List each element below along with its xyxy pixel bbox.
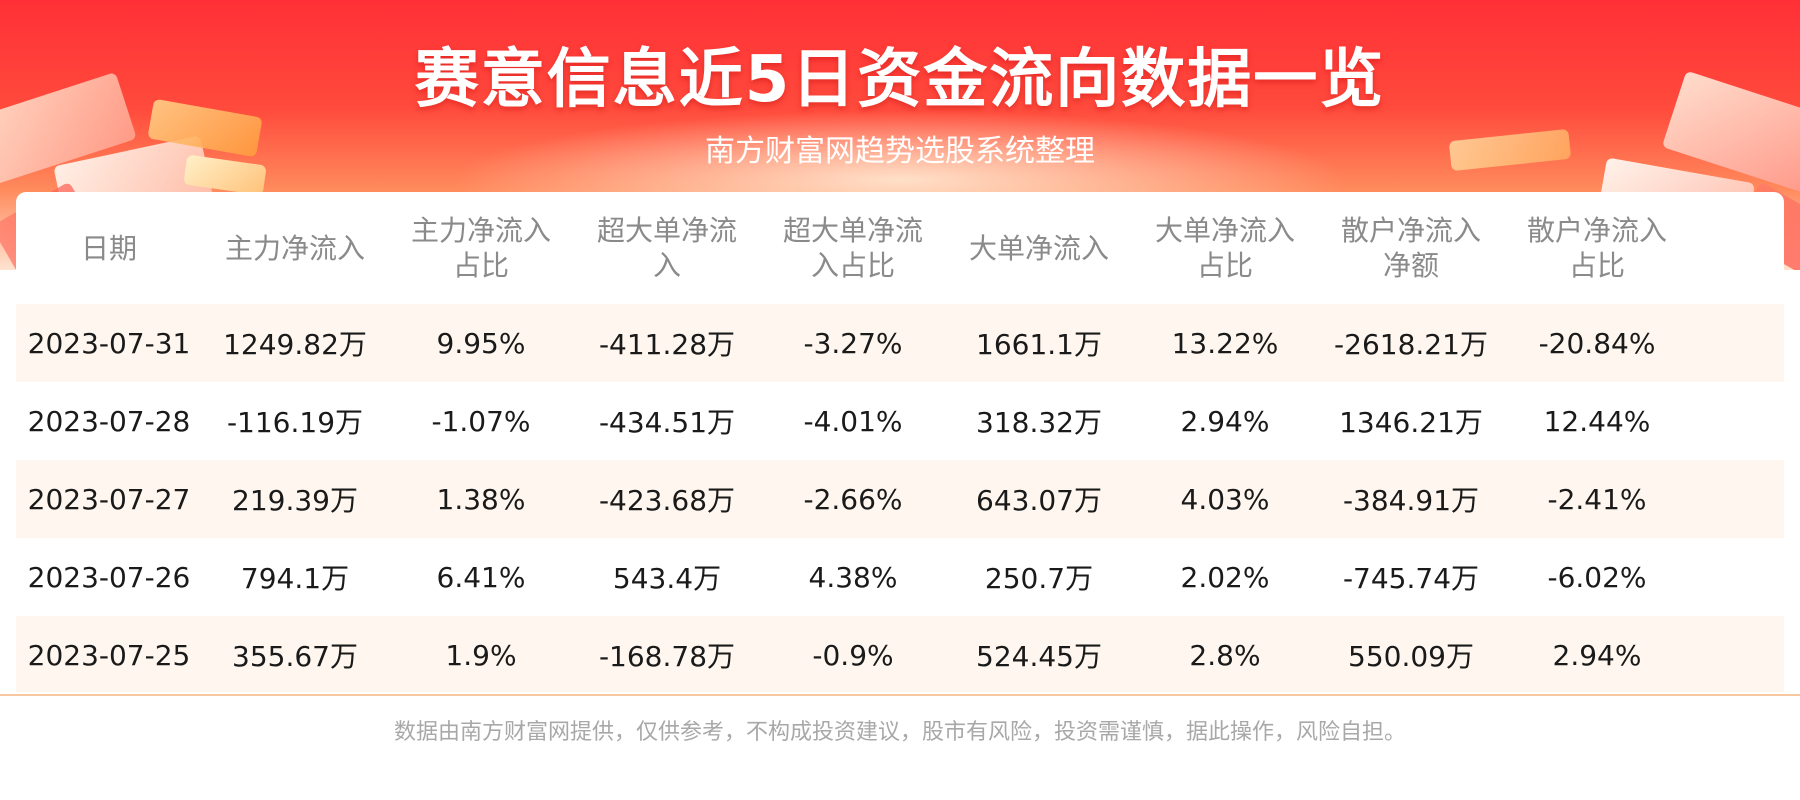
value-cell: -6.02%	[1547, 560, 1647, 594]
value-cell: -0.9%	[812, 638, 894, 672]
value-cell: -384.91万	[1342, 484, 1480, 517]
table-row: 2023-07-31 1249.82万 9.95% -411.28万 -3.27% 166…	[16, 304, 1784, 382]
value-cell: 1661.1万	[976, 328, 1102, 361]
column-header: 散户净流入 净额	[1318, 192, 1504, 304]
value-cell: 543.4万	[612, 562, 722, 595]
column-header-line: 入	[652, 249, 681, 282]
date-cell: 2023-07-26	[27, 560, 191, 594]
value-cell: 2.94%	[1180, 404, 1270, 438]
value-cell: 355.67万	[232, 640, 358, 673]
value-cell: -434.51万	[598, 406, 736, 439]
footer-divider	[0, 694, 1800, 696]
date-cell: 2023-07-28	[27, 404, 191, 438]
value-cell: 524.45万	[976, 640, 1102, 673]
value-cell: 318.32万	[976, 406, 1102, 439]
value-cell: -2.66%	[803, 482, 903, 516]
column-header: 超大单净流入	[574, 192, 760, 304]
date-cell: 2023-07-31	[27, 326, 191, 360]
value-cell: 6.41%	[436, 560, 526, 594]
value-cell: 1249.82万	[223, 328, 367, 361]
value-cell: -1.07%	[431, 404, 531, 438]
table-header: 日期 主力净流入 主力净流入 占比 超大单净流入超大单净流 入占比 大单净流入 大单净流入 占比…	[16, 192, 1784, 304]
column-header-line: 占比	[1568, 249, 1625, 282]
table-row: 2023-07-28 -116.19万 -1.07% -434.51万 -4.01% 31…	[16, 382, 1784, 460]
column-header-line: 占比	[452, 249, 509, 282]
value-cell: -4.01%	[803, 404, 903, 438]
column-header-line: 主力净流入	[224, 231, 365, 265]
column-header: 主力净流入	[202, 192, 388, 304]
column-header-line: 大单净流入	[968, 231, 1109, 265]
column-header-line: 散户净流入	[1526, 214, 1667, 247]
column-header: 超大单净流 入占比	[760, 192, 946, 304]
table-row: 2023-07-27 219.39万 1.38% -423.68万 -2.66% 643.…	[16, 460, 1784, 538]
column-header-line: 占比	[1196, 249, 1253, 282]
value-cell: 1.9%	[445, 638, 517, 672]
value-cell: 794.1万	[240, 562, 350, 595]
value-cell: -20.84%	[1538, 326, 1656, 360]
value-cell: 550.09万	[1348, 640, 1474, 673]
value-cell: 12.44%	[1543, 404, 1651, 438]
column-header: 主力净流入 占比	[388, 192, 574, 304]
value-cell: 219.39万	[232, 484, 358, 517]
table-row: 2023-07-25 355.67万 1.9% -168.78万 -0.9% 524.45…	[16, 616, 1784, 692]
value-cell: -2618.21万	[1334, 328, 1488, 361]
column-header-line: 入占比	[810, 249, 895, 282]
column-header: 大单净流入 占比	[1132, 192, 1318, 304]
value-cell: -745.74万	[1342, 562, 1480, 595]
value-cell: -3.27%	[803, 326, 903, 360]
footer-disclaimer: 数据由南方财富网提供，仅供参考，不构成投资建议，股市有风险，投资需谨慎，据此操作…	[393, 720, 1406, 745]
value-cell: -168.78万	[598, 640, 736, 673]
column-header-line: 大单净流入	[1154, 214, 1295, 247]
value-cell: 2.02%	[1180, 560, 1270, 594]
value-cell: -2.41%	[1547, 482, 1647, 516]
table-row: 2023-07-26 794.1万 6.41% 543.4万 4.38% 250.7万 2.…	[16, 538, 1784, 616]
value-cell: 13.22%	[1171, 326, 1279, 360]
value-cell: 1.38%	[436, 482, 526, 516]
column-header-line: 超大单净流	[782, 214, 923, 247]
value-cell: 643.07万	[976, 484, 1102, 517]
column-header: 大单净流入	[946, 192, 1132, 304]
column-header-line: 净额	[1382, 249, 1439, 282]
value-cell: -423.68万	[598, 484, 736, 517]
value-cell: 1346.21万	[1339, 406, 1483, 439]
column-header-line: 主力净流入	[410, 214, 551, 247]
value-cell: 2.94%	[1552, 638, 1642, 672]
page-title: 赛意信息近5日资金流向数据一览	[414, 43, 1386, 117]
column-header: 散户净流入 占比	[1504, 192, 1690, 304]
column-header-line: 日期	[80, 231, 137, 265]
table-body: 2023-07-31 1249.82万 9.95% -411.28万 -3.27% 166…	[16, 304, 1784, 692]
fund-flow-table: 南方财富网 outhmoney.com 日期主力净流入主力净流入占比超大单净流入…	[16, 192, 1784, 692]
page-subtitle: 南方财富网趋势选股系统整理	[705, 134, 1095, 169]
date-cell: 2023-07-27	[27, 482, 191, 516]
column-header-line: 散户净流入	[1340, 214, 1481, 247]
date-cell: 2023-07-25	[27, 638, 191, 672]
column-header: 日期	[16, 192, 202, 304]
column-header-line: 超大单净流	[596, 214, 737, 247]
value-cell: 4.38%	[808, 560, 898, 594]
value-cell: 9.95%	[436, 326, 526, 360]
value-cell: -411.28万	[598, 328, 736, 361]
value-cell: 250.7万	[984, 562, 1094, 595]
value-cell: -116.19万	[226, 406, 364, 439]
value-cell: 4.03%	[1180, 482, 1270, 516]
value-cell: 2.8%	[1189, 638, 1261, 672]
